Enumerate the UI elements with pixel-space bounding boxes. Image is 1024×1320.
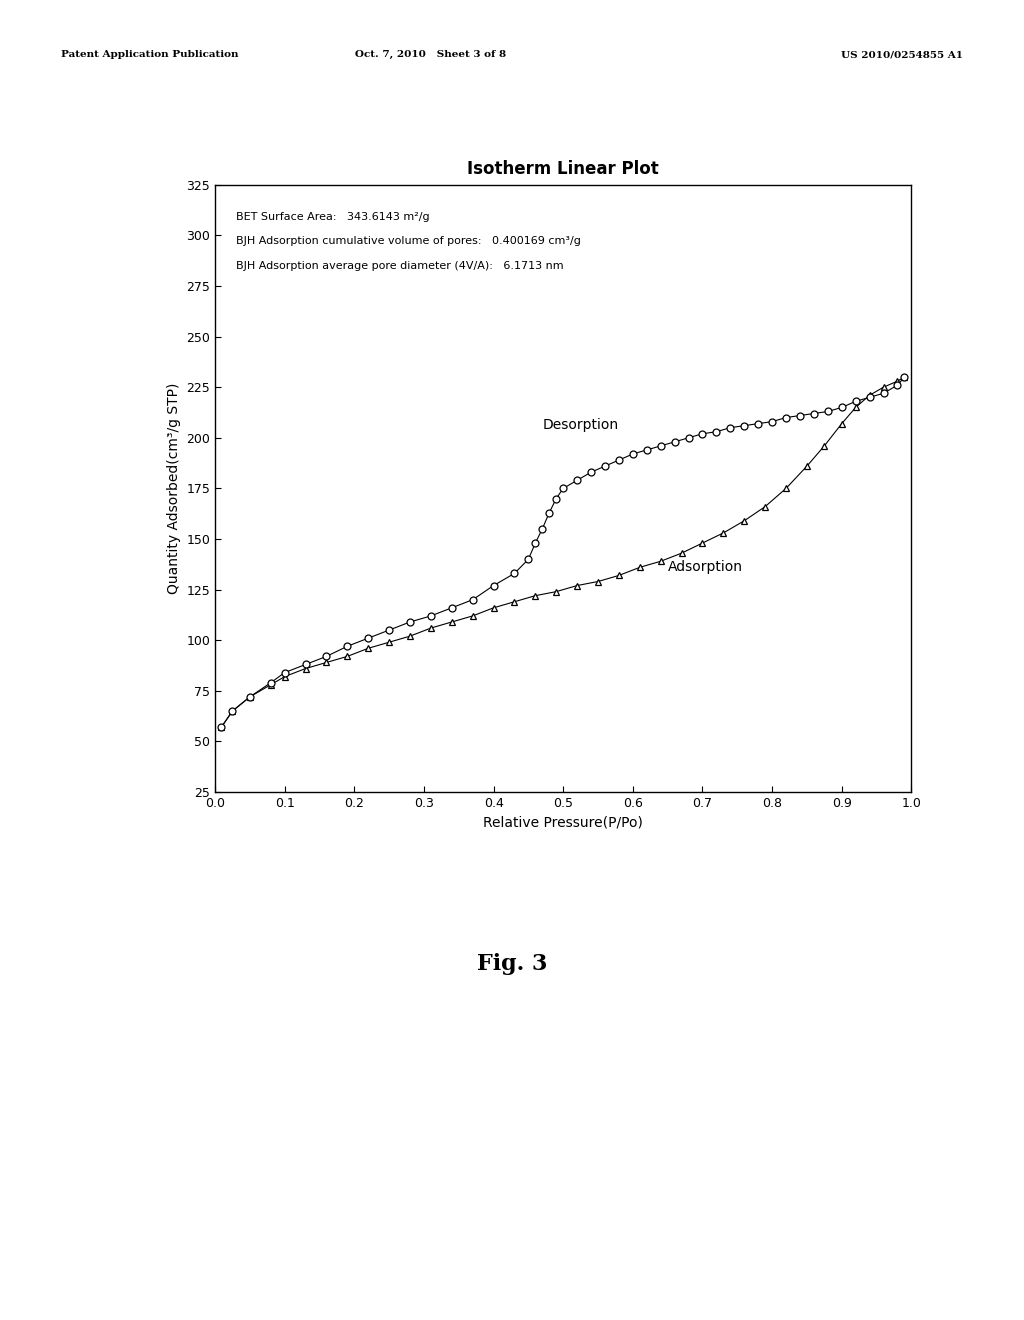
Text: Patent Application Publication: Patent Application Publication: [61, 50, 239, 59]
Text: Fig. 3: Fig. 3: [477, 953, 547, 974]
Text: Oct. 7, 2010   Sheet 3 of 8: Oct. 7, 2010 Sheet 3 of 8: [354, 50, 506, 59]
Text: Adsorption: Adsorption: [668, 560, 742, 574]
Text: BJH Adsorption cumulative volume of pores:   0.400169 cm³/g: BJH Adsorption cumulative volume of pore…: [236, 236, 581, 247]
Text: Desorption: Desorption: [543, 417, 618, 432]
Y-axis label: Quantity Adsorbed(cm³/g STP): Quantity Adsorbed(cm³/g STP): [167, 383, 181, 594]
Text: BJH Adsorption average pore diameter (4V/A):   6.1713 nm: BJH Adsorption average pore diameter (4V…: [236, 260, 563, 271]
Title: Isotherm Linear Plot: Isotherm Linear Plot: [467, 160, 659, 178]
Text: BET Surface Area:   343.6143 m²/g: BET Surface Area: 343.6143 m²/g: [236, 213, 429, 222]
Text: US 2010/0254855 A1: US 2010/0254855 A1: [841, 50, 963, 59]
X-axis label: Relative Pressure(P/Po): Relative Pressure(P/Po): [483, 816, 643, 829]
